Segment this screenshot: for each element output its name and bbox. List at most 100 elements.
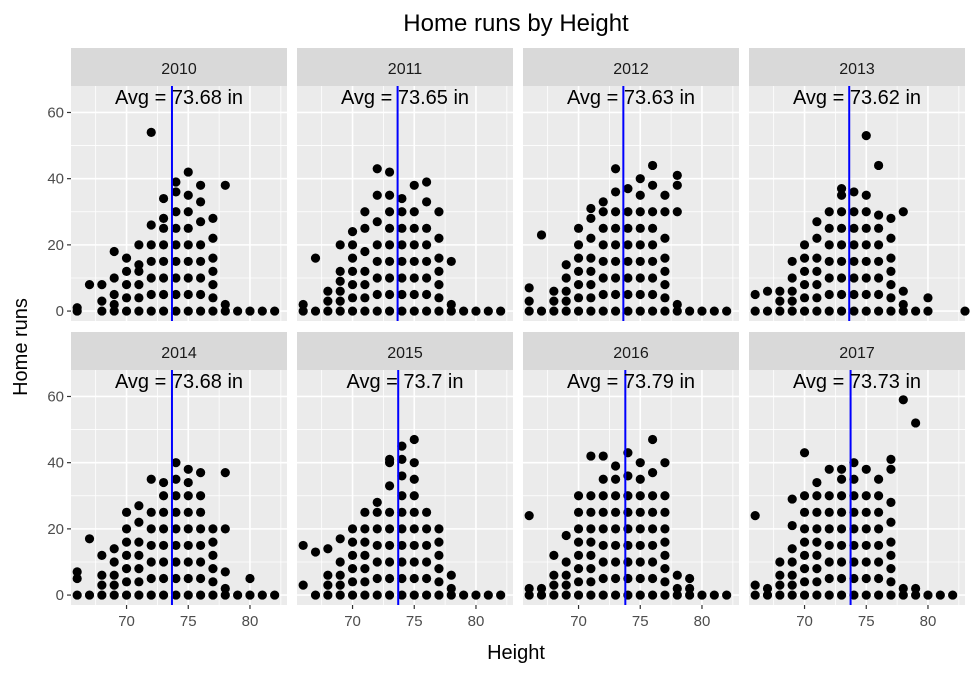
data-point	[134, 550, 144, 560]
data-point	[171, 491, 181, 501]
data-point	[635, 590, 645, 600]
data-point	[397, 590, 407, 600]
x-tick-label: 80	[920, 613, 937, 630]
data-point	[372, 573, 382, 584]
data-point	[397, 540, 407, 551]
data-point	[121, 550, 132, 560]
data-point	[524, 583, 534, 594]
data-point	[146, 306, 156, 316]
panel-background	[71, 86, 287, 321]
data-point	[836, 557, 847, 567]
data-point	[709, 306, 719, 316]
data-point	[524, 590, 534, 600]
data-point	[561, 306, 571, 316]
data-point	[84, 590, 95, 600]
data-point	[775, 590, 785, 600]
data-point	[84, 279, 95, 290]
x-tick-label: 80	[242, 613, 259, 630]
data-point	[208, 253, 218, 263]
data-point	[660, 507, 670, 517]
facet-strip	[297, 332, 513, 370]
data-point	[762, 306, 773, 316]
data-point	[623, 207, 633, 217]
data-point	[799, 550, 810, 560]
data-point	[861, 557, 871, 567]
data-point	[183, 289, 193, 300]
data-point	[648, 434, 658, 445]
data-point	[836, 590, 847, 600]
data-point	[347, 293, 358, 303]
data-point	[196, 524, 206, 534]
data-point	[323, 570, 333, 580]
data-point	[134, 577, 144, 587]
data-point	[660, 266, 670, 276]
data-point	[685, 306, 695, 316]
average-annotation: Avg = 73.79 in	[567, 371, 695, 393]
data-point	[360, 563, 370, 574]
data-point	[836, 256, 847, 267]
data-point	[610, 573, 621, 584]
data-point	[146, 507, 156, 517]
data-point	[623, 289, 633, 300]
data-point	[874, 306, 884, 316]
data-point	[787, 544, 797, 554]
facet-panel-2017: 2017 Avg = 73.73 in 70 75 80	[749, 332, 965, 630]
facet-strip	[749, 332, 965, 370]
data-point	[208, 563, 218, 574]
data-point	[635, 223, 645, 233]
panel-background	[749, 370, 965, 605]
data-point	[549, 590, 559, 600]
data-point	[750, 306, 760, 316]
data-point	[384, 167, 395, 177]
data-point	[121, 524, 132, 534]
data-point	[911, 306, 921, 316]
data-point	[573, 550, 584, 560]
data-point	[459, 306, 469, 316]
data-point	[836, 524, 847, 534]
data-point	[158, 306, 169, 316]
data-point	[360, 524, 370, 534]
data-point	[335, 240, 345, 250]
data-point	[446, 306, 456, 316]
panel-background	[523, 370, 739, 605]
data-point	[397, 256, 407, 267]
data-point	[610, 207, 621, 217]
data-point	[635, 256, 645, 267]
data-point	[208, 266, 218, 276]
data-point	[134, 563, 144, 574]
data-point	[561, 530, 571, 541]
data-point	[648, 160, 658, 171]
data-point	[886, 253, 896, 263]
data-point	[208, 213, 218, 223]
data-point	[335, 276, 345, 286]
data-point	[171, 540, 181, 551]
data-point	[171, 207, 181, 217]
data-point	[397, 289, 407, 300]
data-point	[208, 537, 218, 547]
data-point	[812, 577, 822, 587]
data-point	[183, 207, 193, 217]
data-point	[610, 590, 621, 600]
data-point	[610, 461, 621, 471]
data-point	[598, 306, 608, 316]
data-point	[598, 223, 608, 233]
data-point	[471, 306, 481, 316]
facet-panels: 2010 Avg = 73.68 in 0 20 40 60 2011 Avg = 73.65…	[47, 48, 970, 630]
data-point	[812, 233, 822, 243]
data-point	[409, 573, 419, 584]
data-point	[635, 557, 645, 567]
data-point	[409, 207, 419, 217]
data-point	[610, 164, 621, 174]
data-point	[573, 491, 584, 501]
data-point	[586, 563, 596, 574]
average-annotation: Avg = 73.7 in	[347, 371, 464, 393]
data-point	[697, 306, 707, 316]
data-point	[623, 256, 633, 267]
data-point	[384, 557, 395, 567]
data-point	[648, 240, 658, 250]
data-point	[775, 286, 785, 296]
data-point	[799, 537, 810, 547]
data-point	[685, 583, 695, 594]
data-point	[397, 441, 407, 451]
data-point	[121, 253, 132, 263]
